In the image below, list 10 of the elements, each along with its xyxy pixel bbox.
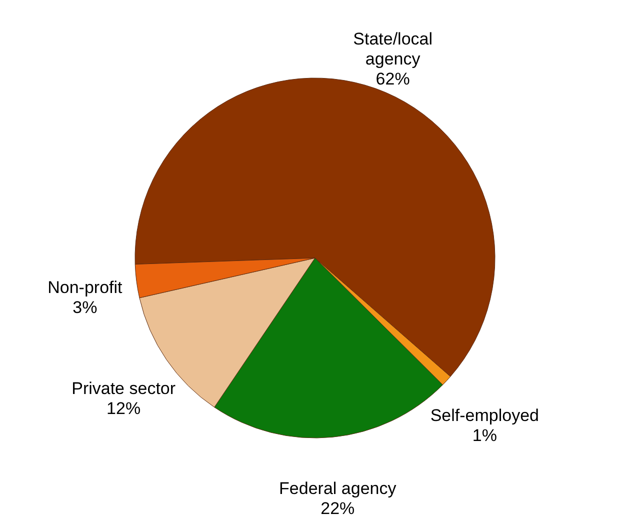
slice-label: Federal agency [279, 478, 397, 498]
data-label: 62% [376, 69, 410, 88]
data-label: 3% [72, 298, 98, 317]
data-label: 22% [320, 498, 355, 518]
data-label: 12% [106, 399, 141, 418]
slice-label: Non-profit [48, 278, 123, 297]
slice-label: Private sector [72, 379, 176, 398]
slice-label: State/local agency [353, 29, 433, 68]
data-label: 1% [472, 426, 497, 446]
slice-label: Self-employed [430, 406, 540, 426]
